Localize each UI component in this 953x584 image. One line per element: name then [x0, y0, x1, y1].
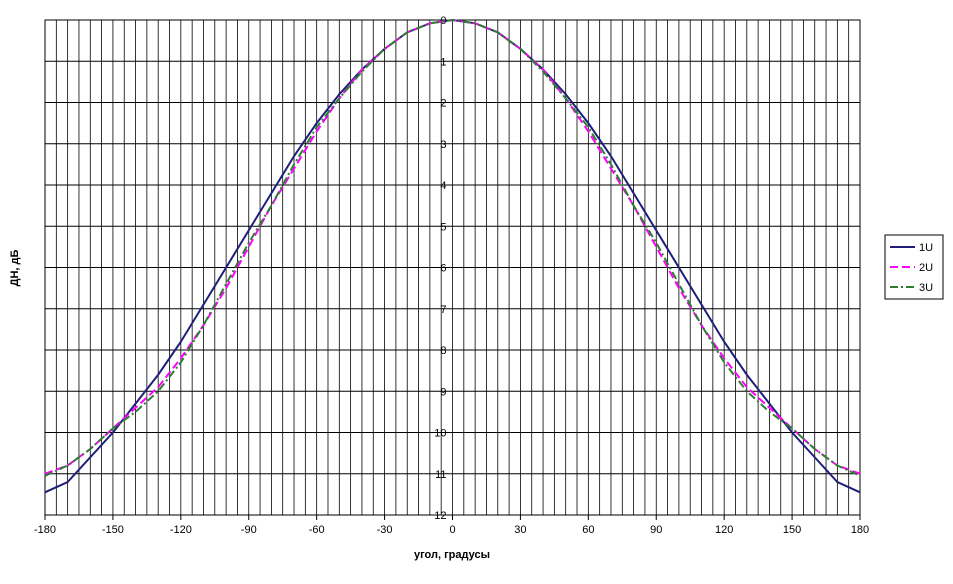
series-line: [44, 18, 861, 477]
x-tick-label: -120: [170, 524, 192, 536]
y-tick-label: 2: [440, 98, 446, 110]
y-tick-label: 1: [440, 56, 446, 68]
legend-label: 3U: [919, 282, 933, 294]
x-tick-label: -150: [102, 524, 124, 536]
legend-label: 1U: [919, 242, 933, 254]
legend-label: 2U: [919, 262, 933, 274]
y-tick-label: 6: [440, 263, 446, 275]
y-tick-label: 12: [434, 510, 446, 522]
y-tick-label: 10: [434, 428, 446, 440]
x-tick-label: -30: [377, 524, 393, 536]
x-tick-label: -60: [309, 524, 325, 536]
y-tick-label: 8: [440, 345, 446, 357]
y-tick-label: 11: [435, 469, 446, 481]
x-tick-label: -180: [34, 524, 56, 536]
legend: 1U 2U 3U: [884, 234, 944, 300]
x-axis-label: угол, градусы: [414, 549, 490, 561]
y-tick-label: 3: [440, 139, 446, 151]
y-tick-label: 9: [440, 386, 446, 398]
x-tick-label: 180: [851, 524, 869, 536]
x-tick-label: -90: [241, 524, 257, 536]
y-tick-label: 4: [440, 180, 446, 192]
x-tick-label: 120: [715, 524, 733, 536]
x-tick-label: 60: [582, 524, 594, 536]
y-axis-label: ДН, дБ: [9, 250, 21, 287]
x-tick-label: 30: [514, 524, 526, 536]
x-tick-label: 90: [650, 524, 662, 536]
y-tick-label: 7: [440, 304, 446, 316]
y-tick-label: 5: [440, 221, 446, 233]
x-tick-label: 150: [783, 524, 801, 536]
x-tick-label: 0: [449, 524, 455, 536]
